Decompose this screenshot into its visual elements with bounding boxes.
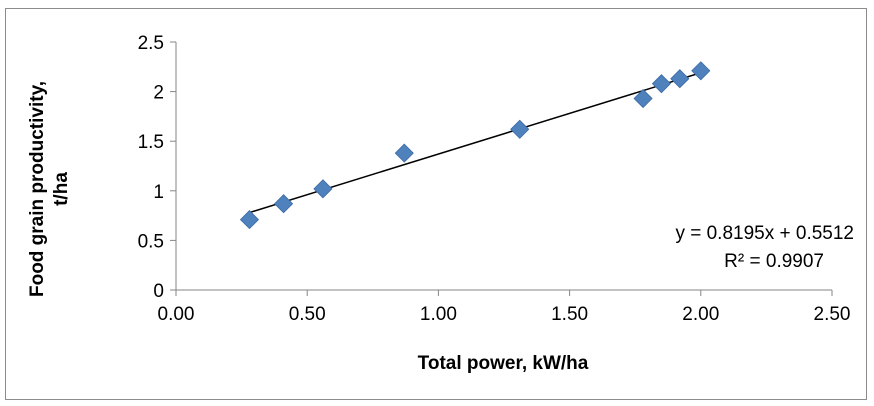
data-point <box>510 119 530 139</box>
tick-labels: 0 0.5 1 1.5 2 2.5 0.00 0.50 1.00 1.50 2.00 2.50 <box>138 33 851 325</box>
data-point <box>239 210 260 230</box>
y-tick-label: 1.5 <box>138 132 164 153</box>
y-axis-title-line-2: t/ha <box>51 172 72 206</box>
data-point <box>670 69 690 89</box>
data-point <box>313 179 333 199</box>
data-point <box>274 194 294 214</box>
data-point <box>691 61 711 81</box>
x-axis-title: Total power, kW/ha <box>418 353 589 374</box>
x-tick-label: 1.00 <box>420 304 457 325</box>
y-tick-label: 0.5 <box>138 231 164 252</box>
trendline-equation: y = 0.8195x + 0.5512 <box>675 223 854 244</box>
data-points <box>239 61 711 230</box>
data-point <box>651 74 672 94</box>
axes <box>170 41 833 296</box>
scatter-chart: 0 0.5 1 1.5 2 2.5 0.00 0.50 1.00 1.50 2.00 2.50 Tot… <box>27 33 854 374</box>
chart-frame: 0 0.5 1 1.5 2 2.5 0.00 0.50 1.00 1.50 2.00 2.50 Tot… <box>5 8 867 400</box>
trendline-r2: R² = 0.9907 <box>724 251 824 272</box>
x-tick-label: 0.00 <box>158 304 195 325</box>
y-axis-title-group: Food grain productivity, t/ha <box>27 81 72 297</box>
x-tick-label: 0.50 <box>289 304 326 325</box>
y-tick-label: 0 <box>153 281 164 302</box>
x-tick-label: 1.50 <box>551 304 588 325</box>
y-axis-title-line-1: Food grain productivity, <box>27 81 48 297</box>
y-tick-label: 2.5 <box>138 33 164 54</box>
y-tick-label: 1 <box>153 182 164 203</box>
data-point <box>633 88 653 109</box>
y-tick-label: 2 <box>153 83 164 104</box>
x-tick-label: 2.00 <box>682 304 719 325</box>
x-tick-label: 2.50 <box>814 304 851 325</box>
data-point <box>394 143 414 163</box>
